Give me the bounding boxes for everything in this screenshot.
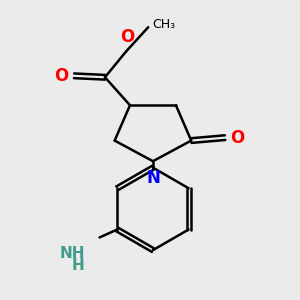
Text: O: O [121,28,135,46]
Text: NH: NH [59,246,85,261]
Text: O: O [55,67,69,85]
Text: H: H [72,258,85,273]
Text: CH₃: CH₃ [152,18,175,32]
Text: O: O [230,129,244,147]
Text: N: N [146,169,160,188]
